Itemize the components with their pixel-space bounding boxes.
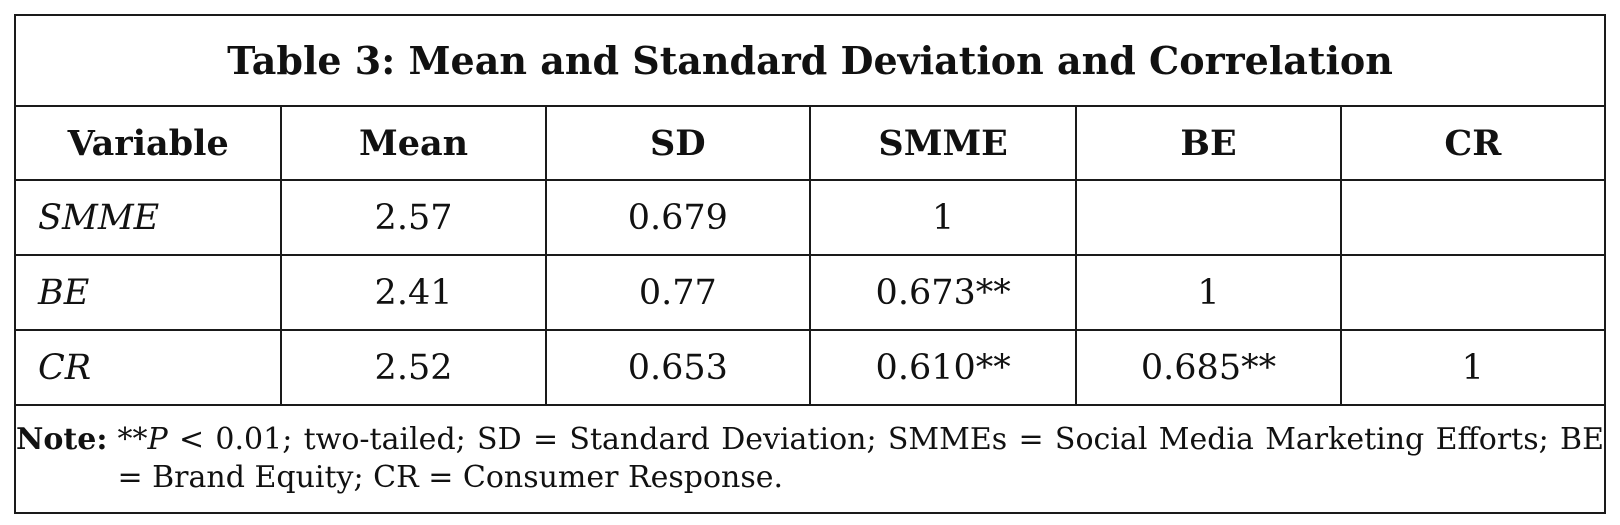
row-cell: 0.685** (1075, 329, 1342, 406)
row-cell: 0.679 (544, 179, 811, 256)
header-cell-cr: CR (1339, 105, 1607, 181)
row-cell: 0.610** (808, 329, 1078, 406)
row-variable: BE (13, 254, 283, 331)
row-cell: 1 (1075, 254, 1342, 331)
statistics-table: Table 3: Mean and Standard Deviation and… (13, 14, 1607, 514)
note-body: < 0.01; two-tailed; SD = Standard Deviat… (117, 422, 1604, 495)
table-title: Table 3: Mean and Standard Deviation and… (14, 14, 1606, 107)
note-wrap: Note: **P < 0.01; two-tailed; SD = Stand… (16, 421, 1604, 497)
header-cell-sd: SD (544, 105, 811, 181)
row-cell: 0.77 (544, 254, 811, 331)
row-cell: 1 (1339, 329, 1607, 406)
table-note: Note: **P < 0.01; two-tailed; SD = Stand… (14, 404, 1606, 514)
row-cell: 2.52 (280, 329, 547, 406)
row-cell (1075, 179, 1342, 256)
title-row: Table 3: Mean and Standard Deviation and… (14, 14, 1606, 107)
table-row: BE 2.41 0.77 0.673** 1 (13, 254, 1607, 331)
header-row: Variable Mean SD SMME BE CR (13, 105, 1607, 181)
table-row: SMME 2.57 0.679 1 (13, 179, 1607, 256)
header-cell-smme: SMME (808, 105, 1078, 181)
row-cell: 2.57 (280, 179, 547, 256)
row-cell: 1 (808, 179, 1078, 256)
note-p-symbol: P (147, 422, 168, 457)
header-cell-be: BE (1075, 105, 1342, 181)
row-cell (1339, 179, 1607, 256)
note-text: **P < 0.01; two-tailed; SD = Standard De… (117, 421, 1604, 497)
row-cell: 0.673** (808, 254, 1078, 331)
table-row: CR 2.52 0.653 0.610** 0.685** 1 (13, 329, 1607, 406)
row-cell: 2.41 (280, 254, 547, 331)
row-variable: CR (13, 329, 283, 406)
header-cell-mean: Mean (280, 105, 547, 181)
header-cell-variable: Variable (13, 105, 283, 181)
row-cell: 0.653 (544, 329, 811, 406)
note-prefix: ** (117, 422, 148, 457)
row-variable: SMME (13, 179, 283, 256)
note-row: Note: **P < 0.01; two-tailed; SD = Stand… (14, 404, 1606, 514)
note-label: Note: (16, 422, 108, 457)
row-cell (1339, 254, 1607, 331)
